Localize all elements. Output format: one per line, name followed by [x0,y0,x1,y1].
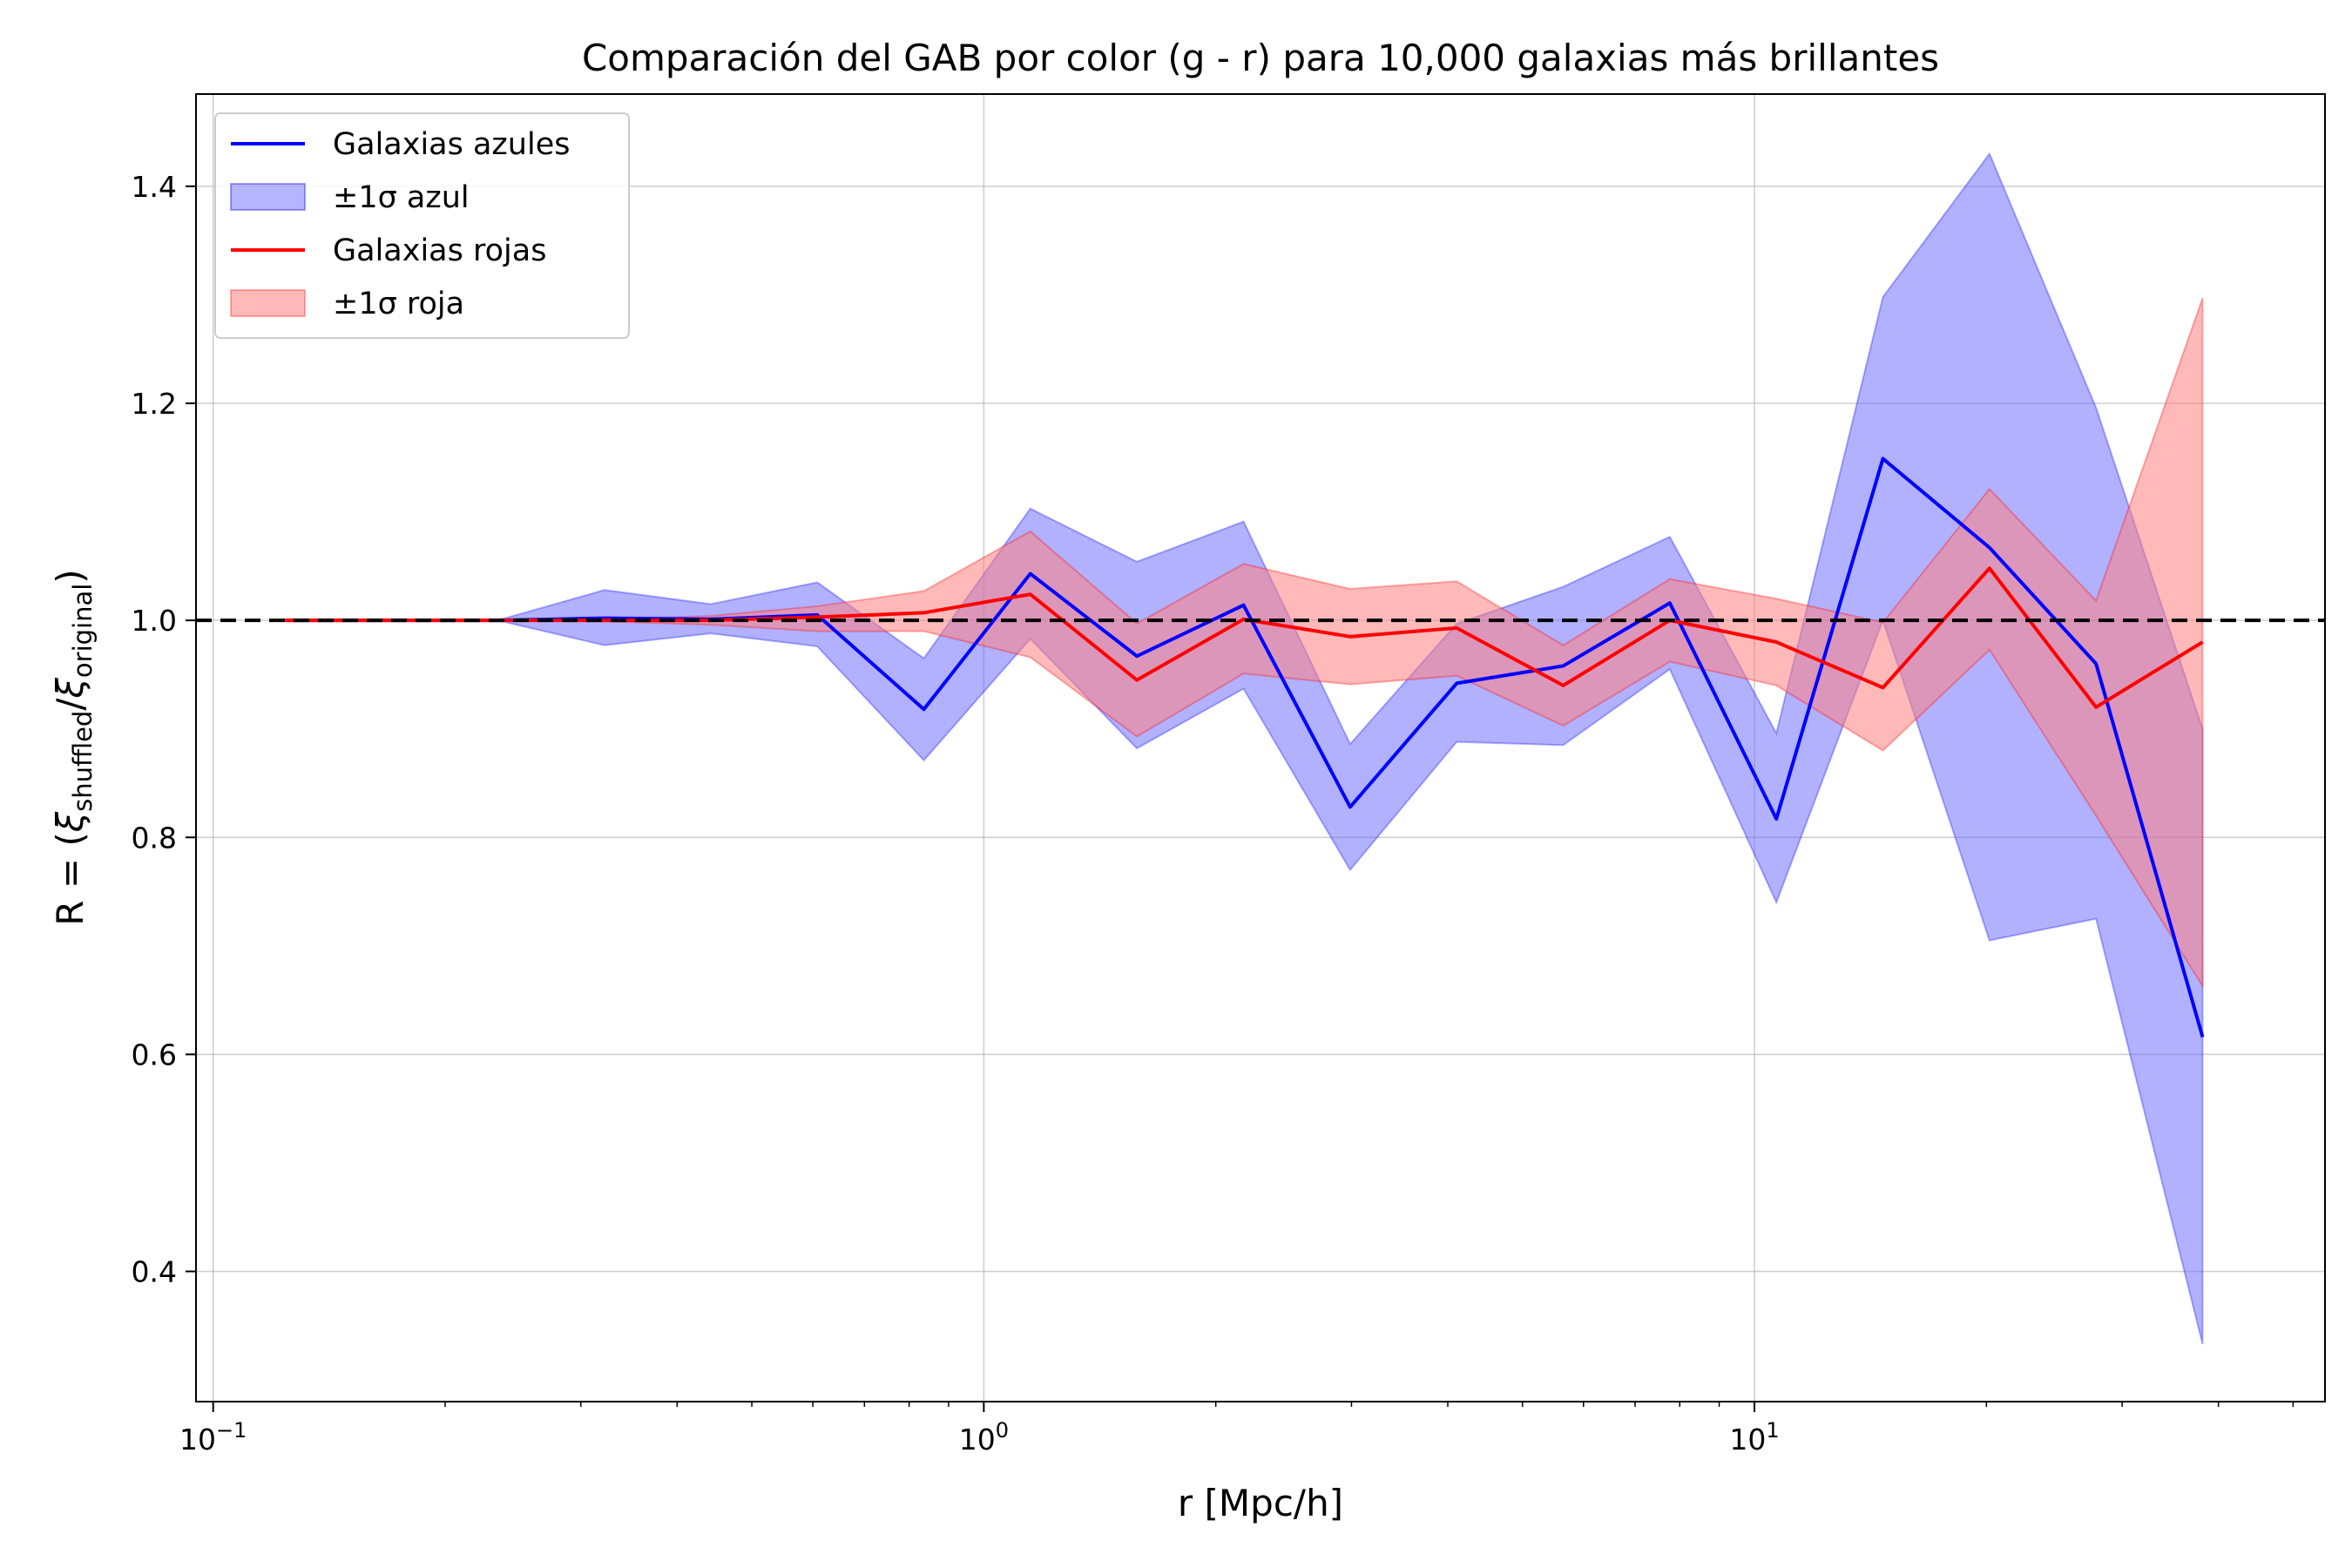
y-label-prefix: R = ( [49,832,91,925]
legend-box [214,112,630,339]
legend-swatch-red-band [230,289,306,317]
chart-title: Comparación del GAB por color (g - r) pa… [582,37,1939,79]
y-label-sub1: shuffled [68,711,98,812]
legend-label-red-band: ±1σ roja [333,287,464,321]
y-tick-label-5: 1.4 [132,170,177,204]
x-tick-label-1: 100 [959,1418,1009,1456]
y-label-sub2: original [68,584,98,678]
y-label-suffix: ) [49,569,91,583]
y-tick-label-4: 1.2 [132,387,177,421]
y-tick-label-3: 1.0 [132,604,177,638]
y-label-xi-2: ξ [49,678,91,700]
y-label-slash: / [49,698,91,711]
y-tick-label-2: 0.8 [132,821,177,855]
y-axis-label: R = (ξshuffled/ξoriginal) [49,569,98,925]
axes-frame [195,93,2326,1402]
legend-label-blue-line: Galaxias azules [333,127,570,162]
axis-ticks: 10−1 100 101 0.4 0.6 0.8 1.0 1.2 1.4 [132,170,2295,1456]
x-axis-label: r [Mpc/h] [1178,1482,1343,1524]
y-tick-label-1: 0.6 [132,1037,177,1071]
y-label-xi: ξ [49,811,91,833]
legend-label-red-line: Galaxias rojas [333,233,546,268]
y-tick-label-0: 0.4 [132,1255,177,1289]
plot-area [196,152,2325,1345]
x-tick-label-2: 101 [1729,1418,1779,1456]
legend-label-blue-band: ±1σ azul [333,180,470,215]
legend: Galaxias azules ±1σ azul Galaxias rojas … [214,112,630,339]
legend-swatch-blue-band [230,183,306,211]
x-tick-label-0: 10−1 [179,1418,247,1456]
